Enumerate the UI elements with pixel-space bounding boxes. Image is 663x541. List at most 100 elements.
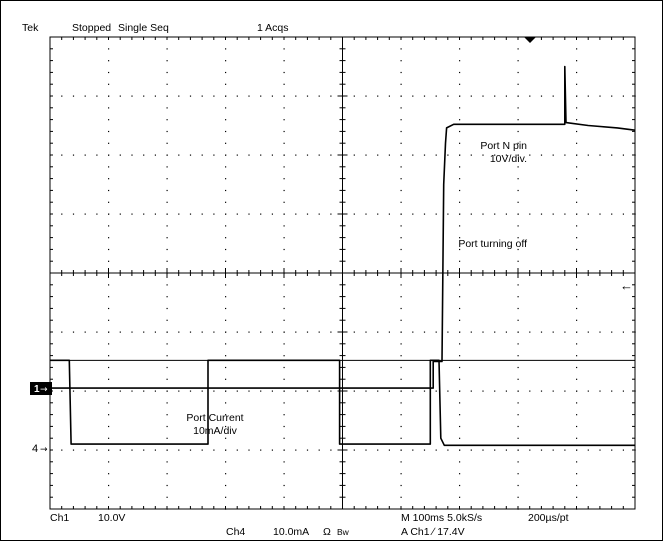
grid-dot bbox=[131, 331, 133, 333]
grid-dot bbox=[283, 484, 285, 487]
grid-dot bbox=[260, 449, 262, 451]
grid-dot bbox=[61, 331, 63, 333]
grid-dot bbox=[318, 154, 320, 156]
grid-dot bbox=[576, 496, 578, 498]
grid-dot bbox=[599, 95, 601, 97]
grid-dot bbox=[400, 71, 402, 74]
grid-dot bbox=[108, 449, 110, 451]
grid-dot bbox=[400, 449, 402, 451]
grid-dot bbox=[459, 83, 461, 85]
grid-dot bbox=[318, 331, 320, 333]
grid-dot bbox=[108, 331, 110, 333]
grid-dot bbox=[494, 95, 496, 97]
grid-dot bbox=[482, 213, 484, 215]
grid-dot bbox=[166, 142, 168, 144]
grid-dot bbox=[213, 390, 215, 392]
grid-dot bbox=[225, 154, 227, 156]
grid-dot bbox=[377, 449, 379, 451]
grid-dot bbox=[225, 331, 227, 333]
grid-dot bbox=[576, 402, 578, 404]
grid-dot bbox=[400, 48, 402, 50]
grid-dot bbox=[166, 307, 168, 310]
grid-dot bbox=[166, 166, 168, 168]
grid-dot bbox=[166, 461, 168, 463]
grid-dot bbox=[108, 355, 110, 357]
grid-dot bbox=[189, 390, 192, 392]
grid-dot bbox=[400, 425, 402, 428]
grid-dot bbox=[400, 178, 402, 180]
grid-dot bbox=[400, 189, 402, 192]
grid-dot bbox=[213, 331, 215, 333]
acquisition-state: Stopped bbox=[72, 22, 111, 34]
grid-dot bbox=[108, 402, 110, 404]
grid-dot bbox=[283, 213, 285, 215]
ch4-bandwidth: Bw bbox=[337, 527, 350, 537]
grid-dot bbox=[400, 119, 402, 121]
grid-dot bbox=[400, 414, 402, 416]
grid-dot bbox=[435, 213, 437, 215]
grid-dot bbox=[295, 154, 297, 156]
grid-dot bbox=[412, 95, 414, 97]
grid-dot bbox=[576, 189, 578, 192]
grid-dot bbox=[108, 213, 110, 215]
grid-dot bbox=[166, 248, 168, 251]
grid-dot bbox=[412, 154, 414, 156]
grid-dot bbox=[400, 296, 402, 298]
grid-dot bbox=[108, 107, 110, 109]
grid-dot bbox=[260, 95, 262, 97]
grid-dot bbox=[552, 95, 554, 97]
grid-dot bbox=[400, 225, 402, 227]
grid-dot bbox=[505, 331, 507, 333]
grid-dot bbox=[306, 95, 309, 97]
grid-dot bbox=[131, 213, 133, 215]
grid-dot bbox=[505, 95, 507, 97]
grid-dot bbox=[517, 260, 519, 262]
grid-dot bbox=[306, 449, 309, 451]
grid-dot bbox=[143, 213, 145, 215]
grid-dot bbox=[517, 366, 519, 369]
grid-dot bbox=[166, 178, 168, 180]
grid-dot bbox=[447, 331, 449, 333]
grid-dot bbox=[236, 213, 238, 215]
grid-dot bbox=[576, 83, 578, 85]
grid-dot bbox=[400, 473, 402, 475]
grid-dot bbox=[459, 449, 461, 451]
grid-dot bbox=[400, 166, 402, 168]
grid-dot bbox=[611, 95, 613, 97]
grid-dot bbox=[400, 154, 402, 156]
grid-dot bbox=[84, 390, 86, 392]
grid-dot bbox=[225, 390, 227, 392]
grid-dot bbox=[166, 414, 168, 416]
grid-dot bbox=[108, 484, 110, 487]
grid-dot bbox=[388, 95, 390, 97]
grid-dot bbox=[505, 390, 507, 392]
grid-dot bbox=[330, 449, 332, 451]
grid-dot bbox=[388, 331, 390, 333]
grid-dot bbox=[283, 119, 285, 121]
grid-dot bbox=[412, 390, 414, 392]
grid-dot bbox=[295, 390, 297, 392]
grid-dot bbox=[459, 390, 461, 392]
grid-dot bbox=[154, 213, 156, 215]
grid-dot bbox=[459, 154, 461, 156]
grid-dot bbox=[470, 154, 472, 156]
graticule bbox=[49, 36, 636, 510]
grid-dot bbox=[225, 355, 227, 357]
grid-dot bbox=[517, 496, 519, 498]
waveform-traces bbox=[50, 65, 636, 447]
grid-dot bbox=[166, 378, 168, 380]
grid-dot bbox=[517, 343, 519, 345]
grid-dot bbox=[283, 178, 285, 180]
grid-dot bbox=[459, 484, 461, 487]
grid-dot bbox=[564, 449, 566, 451]
grid-dot bbox=[306, 154, 309, 156]
grid-dot bbox=[84, 154, 86, 156]
grid-dot bbox=[283, 83, 285, 85]
grid-dot bbox=[213, 154, 215, 156]
grid-dot bbox=[435, 154, 437, 156]
grid-dot bbox=[154, 449, 156, 451]
ch1-marker-arrow: → bbox=[40, 385, 48, 395]
trace-ch1 bbox=[50, 65, 636, 389]
grid-dot bbox=[225, 449, 227, 451]
grid-dot bbox=[283, 166, 285, 168]
